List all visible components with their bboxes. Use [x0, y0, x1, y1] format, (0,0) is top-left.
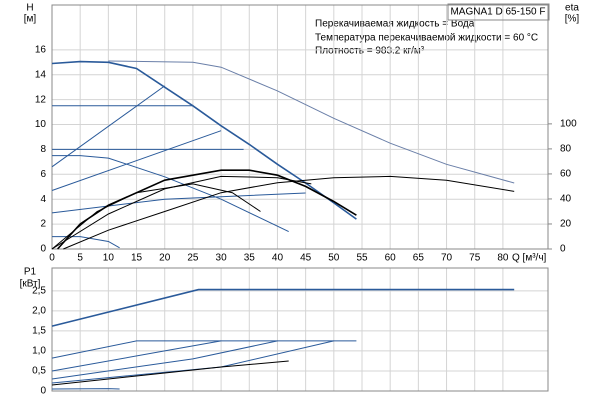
x-tick-label: 60	[385, 253, 397, 264]
y2-tick-label: 20	[560, 219, 572, 230]
y-tick-label: 12	[35, 94, 47, 105]
y2-label: eta	[565, 3, 579, 14]
y-unit: [кВт]	[20, 279, 41, 290]
curve	[51, 130, 222, 191]
y-tick-label: 6	[40, 169, 46, 180]
x-tick-label: 20	[159, 253, 171, 264]
annotation: Перекачиваемая жидкость = Вода	[315, 19, 475, 30]
curve	[51, 183, 261, 250]
x-tick-label: 15	[131, 253, 143, 264]
curve	[51, 340, 278, 380]
y2-tick-label: 80	[560, 144, 572, 155]
y-tick-label: 2,5	[32, 285, 46, 296]
y-label: P1	[24, 267, 37, 278]
x-tick-label: 55	[356, 253, 368, 264]
y2-tick-label: 60	[560, 169, 572, 180]
y-tick-label: 2	[40, 219, 46, 230]
y-tick-label: 1,5	[32, 326, 46, 337]
x-tick-label: 75	[469, 253, 481, 264]
curve	[51, 360, 289, 386]
x-tick-label: 65	[413, 253, 425, 264]
y-tick-label: 0	[40, 386, 46, 397]
y-tick-label: 14	[35, 69, 47, 80]
y-unit: [м]	[24, 14, 37, 25]
y2-unit: [%]	[565, 14, 580, 25]
curve	[51, 85, 165, 168]
x-tick-label: 5	[77, 253, 83, 264]
y-tick-label: 2,0	[32, 306, 46, 317]
curve	[57, 169, 357, 250]
y-label: H	[26, 3, 33, 14]
curve	[51, 192, 306, 214]
y2-tick-label: 0	[560, 244, 566, 255]
y-tick-label: 4	[40, 194, 46, 205]
curve	[108, 60, 515, 184]
curve	[63, 175, 515, 250]
x-tick-label: 40	[272, 253, 284, 264]
x-tick-label: 10	[103, 253, 115, 264]
curve	[51, 288, 515, 327]
x-label: Q [м³/ч]	[512, 253, 547, 264]
x-tick-label: 35	[244, 253, 256, 264]
plot-frame	[51, 267, 549, 392]
x-tick-label: 45	[300, 253, 312, 264]
plot-frame	[51, 4, 549, 250]
y-tick-label: 8	[40, 144, 46, 155]
curve	[52, 236, 120, 249]
title-box	[447, 3, 550, 21]
curve	[51, 340, 357, 359]
y-tick-label: 0,5	[32, 366, 46, 377]
y-tick-label: 0	[40, 244, 46, 255]
y-tick-label: 1,0	[32, 346, 46, 357]
chart-title: MAGNA1 D 65-150 F	[450, 7, 545, 18]
curve	[52, 155, 289, 233]
curve	[51, 175, 312, 250]
x-tick-label: 50	[328, 253, 340, 264]
curve	[51, 60, 357, 220]
y2-tick-label: 100	[560, 119, 577, 130]
x-tick-label: 25	[187, 253, 199, 264]
x-tick-label: 70	[441, 253, 453, 264]
annotation: Плотность = 983.2 кг/м³	[315, 46, 425, 57]
x-tick-label: 80	[497, 253, 509, 264]
annotation: Температура перекачиваемой жидкости = 60…	[315, 33, 538, 44]
curve	[51, 340, 222, 372]
x-tick-label: 0	[49, 253, 55, 264]
y-tick-label: 16	[35, 44, 47, 55]
y-tick-label: 10	[35, 119, 47, 130]
y2-tick-label: 40	[560, 194, 572, 205]
x-tick-label: 30	[216, 253, 228, 264]
